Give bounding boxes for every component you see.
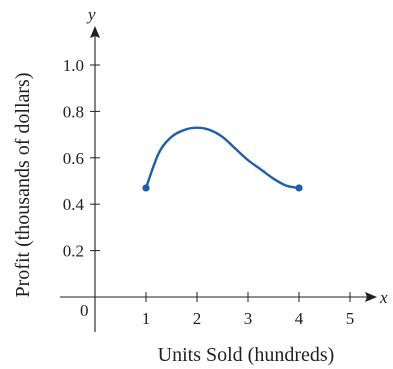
origin-label: 0: [80, 301, 89, 320]
y-axis-label: Profit (thousands of dollars): [12, 73, 34, 298]
y-tick-label: 0.8: [63, 102, 84, 121]
x-axis-arrowhead: [365, 292, 377, 302]
x-axis-label: Units Sold (hundreds): [158, 344, 335, 366]
y-tick-label: 0.4: [63, 195, 85, 214]
endpoints-layer: [142, 184, 303, 192]
x-tick-label: 2: [193, 309, 202, 328]
x-tick-label: 1: [142, 309, 151, 328]
ticks-layer: 1 2 3 4 5 0.2 0.4 0.6 0.8 1.0: [63, 56, 355, 328]
x-tick-label: 3: [244, 309, 253, 328]
x-tick-label: 4: [295, 309, 304, 328]
y-tick-label: 0.2: [63, 242, 84, 261]
endpoint-dot: [142, 184, 150, 192]
profit-curve: [144, 126, 300, 190]
y-axis-letter: y: [86, 5, 96, 24]
y-tick-label: 1.0: [63, 56, 84, 75]
endpoint-dot: [295, 184, 303, 192]
y-tick-label: 0.6: [63, 149, 84, 168]
x-tick-label: 5: [346, 309, 355, 328]
y-axis-arrowhead: [90, 26, 100, 38]
x-axis-letter: x: [379, 288, 388, 307]
